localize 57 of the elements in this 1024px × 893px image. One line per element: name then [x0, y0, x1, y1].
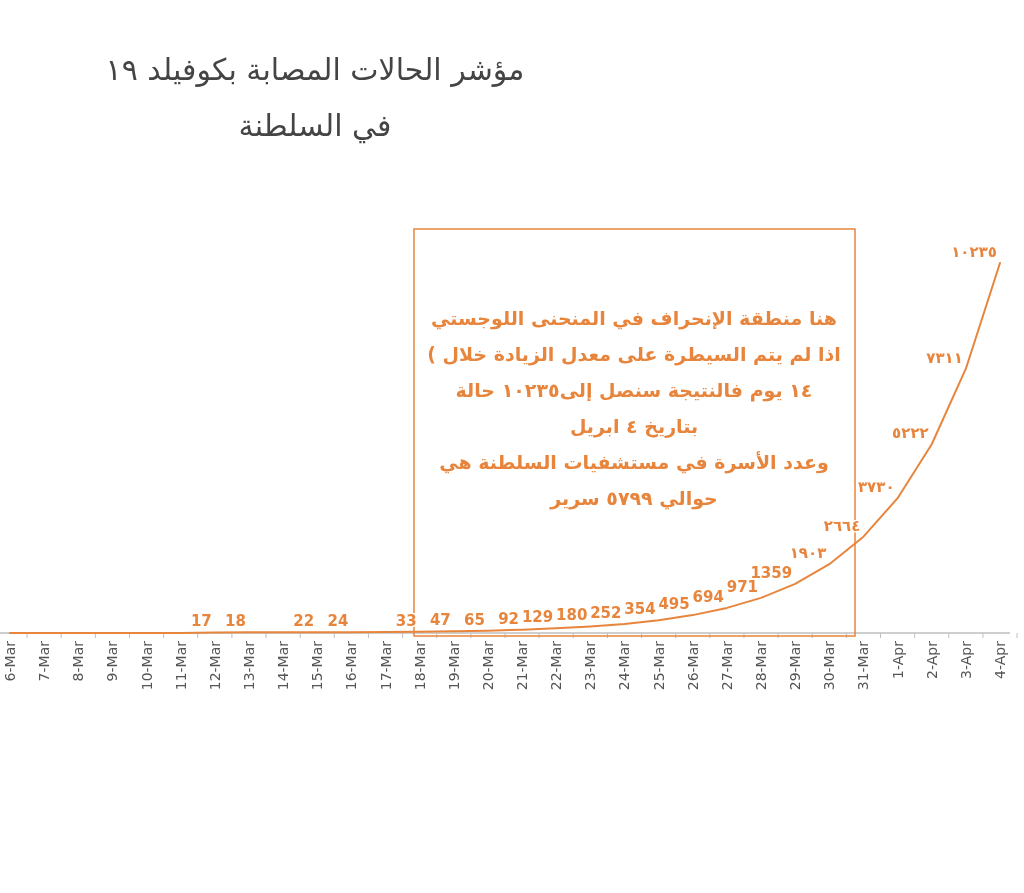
- data-label: ٣٧٣٠: [857, 478, 895, 497]
- x-tick-label: 3-Apr: [957, 640, 974, 679]
- data-label: 22: [293, 612, 315, 631]
- x-tick-label: 29-Mar: [787, 640, 804, 691]
- data-label: 92: [498, 609, 520, 628]
- x-tick-label: 21-Mar: [514, 640, 531, 691]
- x-tick-label: 11-Mar: [172, 640, 189, 691]
- x-tick-label: 12-Mar: [206, 640, 223, 691]
- x-tick-label: 8-Mar: [70, 640, 87, 682]
- data-label: 694: [692, 587, 724, 606]
- x-tick-label: 28-Mar: [753, 640, 770, 691]
- x-tick-label: 24-Mar: [616, 640, 633, 691]
- data-label: 354: [624, 600, 656, 619]
- data-label: 65: [464, 610, 485, 629]
- chart-title: مؤشر الحالات المصابة بكوفيلد ١٩: [104, 52, 526, 87]
- data-label: 129: [521, 608, 554, 627]
- x-tick-label: 7-Mar: [36, 640, 53, 682]
- data-label: ٧٣١١: [926, 348, 963, 367]
- annotation: بتاريخ ٤ ابريل: [568, 414, 700, 440]
- x-tick-label: 25-Mar: [650, 640, 667, 691]
- annotation: حوالي ٥٧٩٩ سرير: [548, 486, 719, 512]
- x-tick-label: 14-Mar: [275, 640, 292, 691]
- x-tick-label: 17-Mar: [377, 640, 394, 691]
- x-tick-label: 19-Mar: [445, 640, 462, 691]
- chart-subtitle: في السلطنة: [237, 108, 393, 143]
- annotation: وعدد الأسرة في مستشفيات السلطنة هي: [438, 450, 830, 476]
- x-tick-label: 27-Mar: [718, 640, 735, 691]
- x-tick-label: 2-Apr: [923, 640, 940, 679]
- x-tick-label: 9-Mar: [104, 640, 121, 682]
- x-tick-label: 26-Mar: [684, 640, 701, 691]
- annotation: هنا منطقة الإنحراف في المنحنى اللوجستي: [429, 306, 839, 332]
- x-tick-label: 18-Mar: [411, 640, 428, 691]
- x-tick-label: 1-Apr: [889, 640, 906, 679]
- x-tick-label: 22-Mar: [548, 640, 565, 691]
- data-label: 24: [327, 612, 349, 631]
- data-label: 47: [429, 611, 451, 630]
- x-tick-label: 31-Mar: [855, 640, 872, 691]
- data-label: 180: [556, 606, 588, 625]
- x-tick-label: 6-Mar: [2, 640, 18, 682]
- data-label: 495: [658, 595, 690, 614]
- x-tick-label: 10-Mar: [138, 640, 155, 691]
- data-label: 252: [590, 603, 622, 622]
- x-tick-label: 23-Mar: [582, 640, 599, 691]
- x-tick-label: 16-Mar: [343, 640, 360, 691]
- data-label: ١٠٢٣٥: [951, 243, 997, 261]
- annotation: ١٤ يوم فالنتيجة سنصل إلى١٠٢٣٥ حالة: [454, 378, 814, 404]
- data-label: ١٩٠٣: [789, 544, 827, 563]
- x-tick-label: 15-Mar: [309, 640, 326, 691]
- data-label: 971: [726, 577, 759, 596]
- data-label: 17: [190, 612, 212, 631]
- x-tick-label: 4-Apr: [992, 640, 1008, 679]
- annotation: اذا لم يتم السيطرة على معدل الزيادة خلال ): [426, 342, 842, 368]
- x-tick-label: 20-Mar: [479, 640, 496, 691]
- data-label: 18: [225, 612, 246, 631]
- x-tick-label: 30-Mar: [821, 640, 838, 691]
- data-label: ٥٢٢٢: [892, 424, 929, 443]
- x-tick-label: 13-Mar: [240, 640, 257, 691]
